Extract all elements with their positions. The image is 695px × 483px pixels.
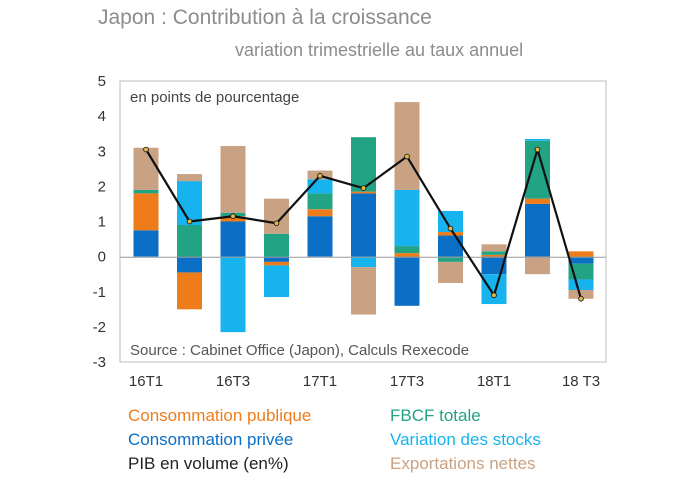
bar-segment: [481, 256, 507, 275]
bar-segment: [351, 193, 376, 257]
chart-title: Japon : Contribution à la croissance: [98, 6, 432, 29]
bar-segment: [481, 274, 507, 305]
x-tick-label: 18T1: [477, 373, 511, 390]
bar-segment: [177, 256, 202, 273]
bar-segment: [525, 256, 550, 275]
legend-item: FBCF totale: [390, 406, 481, 425]
x-tick-label: 16T3: [216, 373, 250, 390]
x-tick-label: 17T3: [390, 373, 424, 390]
bar-segment: [394, 256, 420, 306]
bar-segment: [525, 198, 550, 204]
bar-segment: [481, 244, 507, 252]
x-tick-label: 17T1: [303, 373, 337, 390]
bar-segment: [351, 256, 376, 268]
bar-segment: [220, 145, 246, 213]
bar-segment: [220, 256, 246, 333]
bar-segment: [438, 261, 463, 283]
bar-segment: [351, 267, 376, 315]
y-tick-label: 4: [98, 108, 106, 125]
bar-segment: [133, 147, 159, 190]
y-tick-label: 3: [98, 143, 106, 160]
bar-segment: [177, 225, 202, 257]
y-tick-label: 2: [98, 178, 106, 195]
gdp-point: [186, 218, 193, 225]
source-label: Source : Cabinet Office (Japon), Calculs…: [130, 342, 469, 359]
legend-item: Consommation publique: [128, 406, 312, 425]
x-tick-label: 18 T3: [562, 373, 600, 390]
y-tick-label: -2: [93, 319, 106, 336]
gdp-point: [273, 220, 280, 227]
bar-segment: [568, 256, 594, 264]
bar-segment: [177, 181, 202, 226]
bar-segment: [394, 253, 420, 257]
bar-segment: [307, 193, 333, 210]
gdp-point: [143, 146, 149, 153]
bar-segment: [177, 174, 202, 182]
bar-segment: [568, 251, 594, 257]
bar-segment: [394, 102, 420, 190]
y-axis: 5 4 3 2 1 0 -1 -2 -3: [93, 73, 106, 371]
bar-segment: [220, 221, 246, 257]
bars: [133, 102, 594, 333]
bar-segment: [133, 193, 159, 231]
y-tick-label: -3: [93, 354, 106, 371]
x-axis: 16T1 16T3 17T1 17T3 18T1 18 T3: [129, 373, 600, 390]
unit-label: en points de pourcentage: [130, 89, 299, 106]
legend-item: Variation des stocks: [390, 430, 541, 449]
legend-item: Consommation privée: [128, 430, 294, 449]
bar-segment: [525, 203, 550, 257]
gdp-point: [491, 292, 497, 299]
gdp-point: [404, 153, 410, 160]
gdp-point: [578, 295, 584, 302]
bar-segment: [438, 232, 463, 236]
bar-segment: [394, 189, 420, 247]
gdp-point: [360, 185, 367, 191]
bar-segment: [394, 246, 420, 254]
bar-segment: [525, 138, 550, 141]
legend-item: Exportations nettes: [390, 454, 536, 473]
y-tick-label: 5: [98, 73, 106, 90]
bar-segment: [133, 189, 159, 194]
bar-segment: [264, 265, 289, 298]
y-tick-label: 0: [98, 249, 106, 266]
gdp-point: [447, 225, 454, 232]
bar-segment: [568, 289, 594, 299]
bar-segment: [264, 198, 289, 234]
bar-segment: [307, 209, 333, 217]
bar-segment: [177, 272, 202, 310]
bar-segment: [481, 254, 507, 257]
gdp-point: [317, 173, 323, 179]
bar-segment: [264, 261, 289, 266]
bar-segment: [568, 279, 594, 290]
bar-segment: [438, 235, 463, 257]
legend-item: PIB en volume (en%): [128, 454, 289, 473]
bar-segment: [351, 137, 376, 192]
gdp-point: [230, 213, 236, 220]
chart-subtitle: variation trimestrielle au taux annuel: [235, 40, 524, 60]
bar-segment: [351, 191, 376, 194]
bar-segment: [133, 230, 159, 257]
gdp-line: [143, 146, 584, 302]
gdp-point: [534, 146, 541, 153]
bar-segment: [481, 251, 507, 255]
bar-segment: [307, 216, 333, 257]
bar-segment: [264, 233, 289, 257]
y-tick-label: -1: [93, 284, 106, 301]
bar-segment: [438, 256, 463, 262]
y-tick-label: 1: [98, 214, 106, 231]
x-tick-label: 16T1: [129, 373, 163, 390]
bar-segment: [264, 256, 289, 262]
